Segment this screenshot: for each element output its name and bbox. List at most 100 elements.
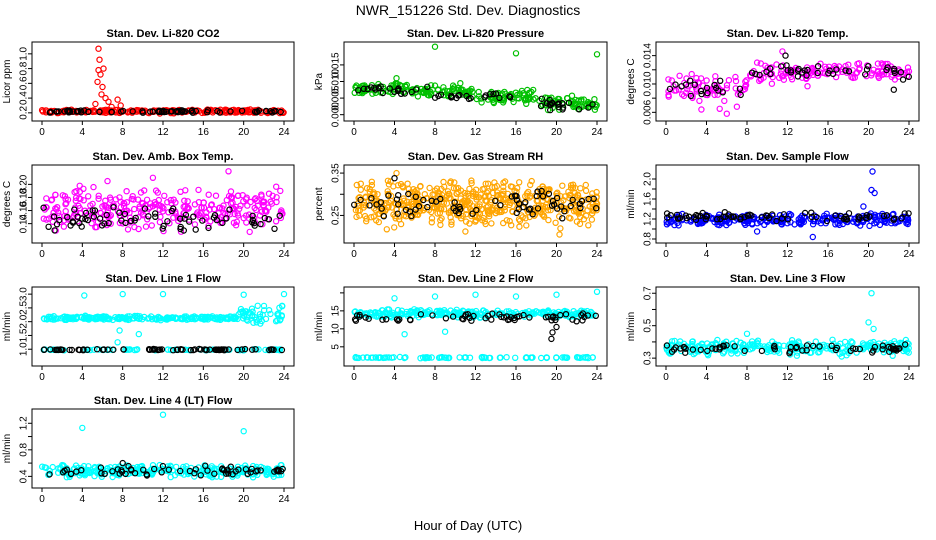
data-point <box>417 183 424 190</box>
data-point <box>516 223 523 230</box>
panel-ylabel: ml/min <box>2 312 13 341</box>
data-point <box>842 67 849 74</box>
data-point <box>197 472 204 479</box>
data-point <box>240 428 247 435</box>
data-point <box>585 195 592 203</box>
y-tick-label: 1.6 <box>643 192 654 206</box>
x-tick-label: 8 <box>744 249 750 260</box>
data-point <box>395 191 402 199</box>
data-point <box>105 219 112 227</box>
data-point <box>96 108 103 116</box>
panel-5: Stan. Dev. Gas Stream RH percent 0 4 8 12 16 20… <box>314 151 608 260</box>
data-point <box>442 315 450 322</box>
y-tick-label: 0.6 <box>19 76 30 90</box>
data-point <box>211 211 219 219</box>
data-point <box>511 314 518 322</box>
data-point <box>716 346 723 353</box>
data-point <box>856 214 863 221</box>
data-point <box>593 288 601 295</box>
data-point <box>663 344 670 352</box>
data-point <box>554 205 561 212</box>
data-point <box>552 219 559 226</box>
data-point <box>561 207 568 215</box>
y-tick-label: 1.2 <box>19 416 30 430</box>
data-point <box>475 214 482 222</box>
data-point <box>534 205 542 212</box>
points-group <box>665 48 913 117</box>
data-point <box>135 214 142 221</box>
data-point <box>76 219 83 227</box>
data-point <box>96 215 104 222</box>
data-point <box>592 312 600 319</box>
data-point <box>779 48 786 55</box>
data-point <box>116 209 123 216</box>
data-point <box>261 214 268 222</box>
y-tick-label: 0.16 <box>19 200 30 220</box>
data-point <box>119 290 126 298</box>
data-point <box>482 92 489 99</box>
data-point <box>230 219 238 226</box>
data-point <box>424 85 431 93</box>
data-point <box>577 204 584 212</box>
data-point <box>95 192 102 199</box>
data-point <box>391 295 398 302</box>
data-point <box>97 464 105 471</box>
data-point <box>156 218 164 226</box>
panel-ylabel: ml/min <box>626 189 637 218</box>
data-point <box>528 177 535 185</box>
data-point <box>826 67 833 74</box>
data-point <box>180 471 188 478</box>
data-point <box>593 101 600 109</box>
data-point <box>212 346 219 353</box>
data-point <box>569 184 577 191</box>
data-point <box>703 212 710 220</box>
points-group <box>38 45 287 117</box>
data-point <box>220 467 228 474</box>
data-point <box>572 96 579 104</box>
data-point <box>140 187 148 194</box>
panel-title: Stan. Dev. Li-820 Temp. <box>727 28 849 40</box>
data-point <box>488 220 495 227</box>
data-point <box>468 177 475 184</box>
y-tick-label: 3.0 <box>19 287 30 301</box>
data-point <box>252 346 259 353</box>
data-point <box>879 346 886 353</box>
data-point <box>385 306 393 313</box>
data-point <box>120 199 128 207</box>
data-point <box>204 107 212 114</box>
x-tick-label: 16 <box>510 372 522 383</box>
data-point <box>369 354 377 361</box>
data-point <box>677 338 684 345</box>
data-point <box>486 354 494 362</box>
data-point <box>374 190 381 198</box>
data-point <box>548 202 556 209</box>
data-point <box>263 107 270 115</box>
data-point <box>681 344 688 351</box>
y-tick-label: 0.4 <box>19 469 30 483</box>
data-point <box>135 225 142 233</box>
data-point <box>538 354 545 362</box>
points-group <box>39 411 286 481</box>
data-point <box>218 346 226 353</box>
data-point <box>689 346 697 353</box>
data-point <box>488 196 495 204</box>
data-point <box>549 99 556 107</box>
data-point <box>274 467 282 474</box>
data-point <box>761 221 768 228</box>
data-point <box>786 348 794 355</box>
data-point <box>436 209 444 217</box>
data-point <box>475 93 483 100</box>
data-point <box>87 202 94 209</box>
data-point <box>561 193 569 200</box>
data-point <box>833 344 841 352</box>
data-point <box>737 214 744 221</box>
data-point <box>459 212 467 220</box>
x-tick-label: 12 <box>782 372 794 383</box>
data-point <box>224 468 231 475</box>
data-point <box>813 213 820 221</box>
data-point <box>368 84 375 91</box>
data-point <box>51 227 58 234</box>
x-tick-label: 16 <box>198 372 210 383</box>
data-point <box>431 293 439 300</box>
data-point <box>740 86 747 94</box>
